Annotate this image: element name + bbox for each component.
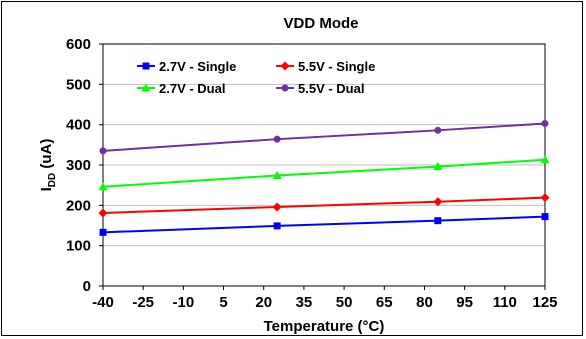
y-tick-label-500: 500	[66, 76, 91, 93]
x-tick-label-65: 65	[376, 294, 393, 311]
series-4	[99, 119, 549, 155]
x-tick-label-20: 20	[255, 294, 272, 311]
series-group	[98, 119, 550, 236]
series-4-point-1	[99, 147, 107, 155]
legend-item-3: 2.7V - Dual	[137, 81, 225, 96]
chart-title: VDD Mode	[284, 15, 359, 32]
legend-item-4: 5.5V - Dual	[276, 81, 364, 96]
series-3-point-1	[98, 182, 108, 191]
y-tick-label-300: 300	[66, 157, 91, 174]
y-axis-label-unit: (uA)	[38, 139, 55, 173]
x-tick-label--25: -25	[132, 294, 154, 311]
y-tick-label-400: 400	[66, 117, 91, 134]
series-3-point-3	[433, 162, 443, 171]
y-tick-label-200: 200	[66, 197, 91, 214]
series-4-point-2	[273, 135, 281, 143]
x-tick-label-50: 50	[336, 294, 353, 311]
legend-label-1: 2.7V - Single	[159, 59, 236, 74]
legend-item-2: 5.5V - Single	[276, 59, 375, 74]
x-tick-label-5: 5	[219, 294, 227, 311]
y-axis-label-sub: DD	[47, 173, 58, 187]
legend-label-4: 5.5V - Dual	[298, 81, 364, 96]
plot-area	[102, 43, 546, 287]
y-axis-label-main: I	[38, 187, 55, 191]
y-axis-label: IDD (uA)	[38, 139, 58, 192]
x-tick-label-125: 125	[532, 294, 557, 311]
y-tick-label-600: 600	[66, 36, 91, 53]
series-4-point-3	[434, 126, 442, 134]
series-line-2	[102, 196, 546, 214]
legend: 2.7V - Single 5.5V - Single 2.7V - Dual 5.5…	[137, 59, 375, 96]
x-tick-labels: -40 -25 -10 5 20 35 50 65 80 95 110 125	[92, 294, 557, 311]
series-2-point-4	[540, 193, 550, 203]
series-2-point-1	[98, 208, 108, 218]
x-tick-label-80: 80	[416, 294, 433, 311]
x-axis-label: Temperature (°C)	[264, 318, 385, 335]
legend-marker-1	[142, 62, 150, 70]
x-tick-label--10: -10	[173, 294, 195, 311]
y-tick-label-0: 0	[83, 278, 91, 295]
series-2-point-3	[433, 197, 443, 207]
y-tick-label-100: 100	[66, 238, 91, 255]
series-1-point-1	[99, 228, 107, 236]
x-tick-label-110: 110	[493, 294, 517, 311]
series-line-1	[102, 215, 546, 234]
series-1-point-4	[541, 213, 549, 221]
legend-marker-3	[141, 83, 151, 92]
series-1-point-3	[434, 217, 442, 225]
legend-marker-4	[281, 84, 289, 92]
y-tick-labels: 0 100 200 300 400 500 600	[66, 36, 91, 295]
series-2-point-2	[272, 202, 282, 212]
x-tick-label-95: 95	[456, 294, 473, 311]
series-line-3	[102, 158, 546, 188]
legend-item-1: 2.7V - Single	[137, 59, 236, 74]
legend-label-2: 5.5V - Single	[298, 59, 375, 74]
x-tick-label--40: -40	[92, 294, 114, 311]
legend-marker-2	[280, 61, 290, 71]
x-tick-label-35: 35	[296, 294, 313, 311]
series-1	[99, 213, 549, 236]
legend-label-3: 2.7V - Dual	[159, 81, 225, 96]
series-3	[98, 155, 550, 191]
series-3-point-4	[540, 155, 550, 164]
series-3-point-2	[272, 170, 282, 179]
series-1-point-2	[273, 222, 281, 230]
series-2	[98, 193, 550, 218]
series-line-4	[102, 122, 546, 152]
series-4-point-4	[541, 119, 549, 127]
